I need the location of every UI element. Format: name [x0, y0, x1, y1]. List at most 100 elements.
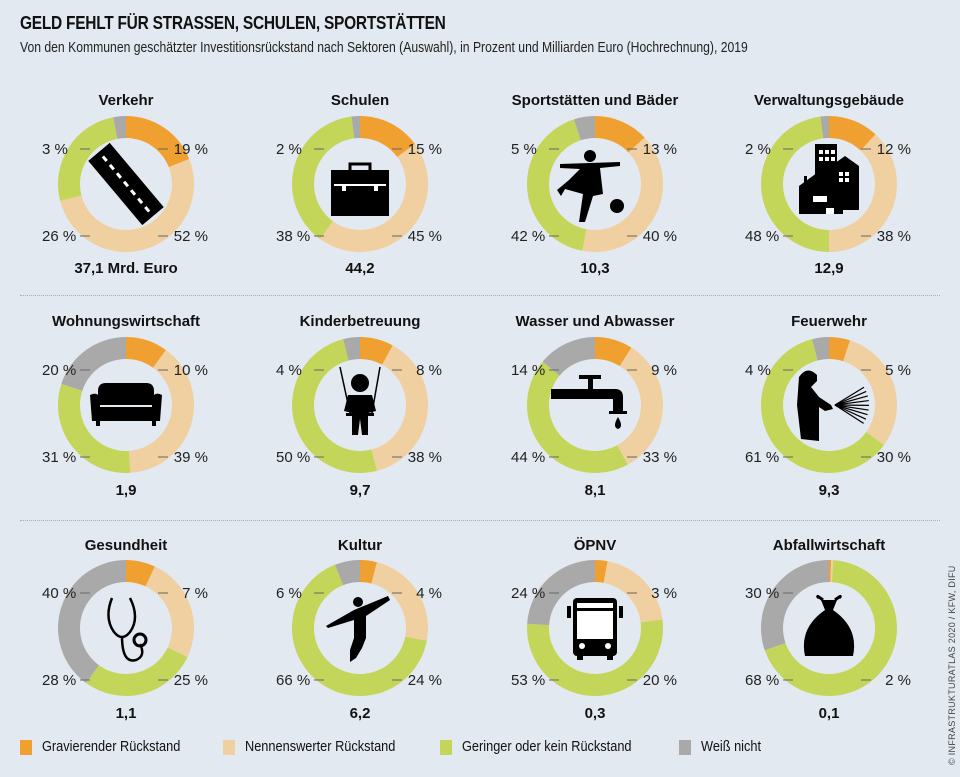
donut-segment: [126, 337, 166, 368]
segment-label: 50 %: [276, 449, 310, 466]
legend-item-weiss-nicht: Weiß nicht: [678, 739, 769, 755]
segment-label: 2 %: [885, 672, 911, 689]
donut-segment: [57, 383, 131, 473]
segment-label: 39 %: [174, 449, 208, 466]
legend: Gravierender Rückstand Nennenswerter Rüc…: [20, 739, 793, 755]
donut-total: 44,2: [345, 260, 374, 277]
donut-segment: [360, 337, 393, 365]
segment-label: 66 %: [276, 672, 310, 689]
segment-label: 10 %: [174, 362, 208, 379]
donut-title: Wasser und Abwasser: [516, 313, 675, 330]
donut-segment: [764, 560, 898, 696]
donut-segment: [542, 337, 595, 376]
donut-segment: [761, 339, 885, 474]
legend-label: Geringer oder kein Rückstand: [462, 739, 632, 755]
donut-total: 0,3: [585, 705, 606, 722]
legend-label: Nennenswerter Rückstand: [245, 739, 396, 755]
legend-label: Gravierender Rückstand: [42, 739, 181, 755]
firefighter-icon: [797, 370, 870, 441]
donut-segment: [57, 117, 118, 201]
donut-segment: [820, 116, 829, 139]
donut-title: Sportstätten und Bäder: [512, 92, 679, 109]
segment-label: 9 %: [651, 362, 677, 379]
segment-label: 40 %: [42, 585, 76, 602]
garbage-bag-icon: [803, 594, 855, 656]
legend-swatch: [20, 739, 32, 755]
stethoscope-icon: [107, 597, 148, 662]
donut-segment: [292, 564, 427, 697]
segment-label: 3 %: [42, 141, 68, 158]
donut-segment: [57, 560, 127, 684]
segment-label: 38 %: [877, 228, 911, 245]
donut-chart: Verkehr 37,1 Mrd. Euro 19 % 52 % 26 % 3 %: [42, 92, 208, 277]
donut-segment: [126, 560, 155, 587]
bus-icon: [567, 598, 623, 660]
donut-title: Abfallwirtschaft: [773, 537, 886, 554]
segment-label: 20 %: [643, 672, 677, 689]
donut-total: 0,1: [819, 705, 840, 722]
segment-label: 2 %: [745, 141, 771, 158]
donut-title: Gesundheit: [85, 537, 168, 554]
segment-label: 42 %: [511, 228, 545, 245]
donut-segment: [526, 119, 587, 251]
donut-segment: [360, 560, 377, 584]
segment-label: 44 %: [511, 449, 545, 466]
segment-label: 38 %: [276, 228, 310, 245]
segment-label: 7 %: [182, 585, 208, 602]
chart-subtitle: Von den Kommunen geschätzter Investition…: [20, 40, 748, 56]
segment-label: 52 %: [174, 228, 208, 245]
legend-swatch: [678, 739, 691, 755]
donut-segment: [334, 560, 360, 586]
donut-total: 6,2: [350, 705, 371, 722]
donut-segment: [830, 560, 834, 583]
row-separator: [20, 520, 940, 521]
donut-chart: Wohnungswirtschaft 1,9 10 % 39 % 31 % 20 %: [42, 313, 208, 499]
donut-segment: [128, 349, 194, 473]
segment-label: 28 %: [42, 672, 76, 689]
segment-label: 4 %: [745, 362, 771, 379]
sofa-icon: [90, 383, 162, 426]
water-tap-icon: [551, 375, 627, 429]
donut-chart: ÖPNV 0,3 3 % 20 % 53 % 24 %: [511, 537, 677, 722]
segment-label: 3 %: [651, 585, 677, 602]
donut-segment: [527, 361, 628, 474]
donut-segment: [617, 347, 664, 465]
segment-label: 33 %: [643, 449, 677, 466]
donut-total: 1,1: [116, 705, 137, 722]
segment-label: 48 %: [745, 228, 779, 245]
donut-segment: [527, 619, 663, 696]
donut-segment: [86, 647, 188, 697]
segment-label: 68 %: [745, 672, 779, 689]
donut-segment: [829, 116, 876, 151]
donut-segment: [360, 116, 416, 157]
segment-label: 40 %: [643, 228, 677, 245]
donut-segment: [829, 337, 851, 362]
segment-label: 4 %: [276, 362, 302, 379]
segment-label: 2 %: [276, 141, 302, 158]
buildings-icon: [799, 144, 859, 214]
donut-title: Feuerwehr: [791, 313, 867, 330]
segment-label: 15 %: [408, 141, 442, 158]
soccer-player-icon: [557, 150, 624, 222]
donut-segment: [371, 345, 428, 471]
donut-segment: [527, 560, 595, 626]
donut-title: Verwaltungsgebäude: [754, 92, 904, 109]
legend-item-nennenswert: Nennenswerter Rückstand: [223, 739, 416, 755]
segment-label: 24 %: [408, 672, 442, 689]
donut-segment: [343, 337, 360, 361]
segment-label: 30 %: [877, 449, 911, 466]
donut-segment: [126, 116, 190, 168]
dancer-icon: [326, 596, 390, 662]
segment-label: 5 %: [885, 362, 911, 379]
donut-total: 1,9: [116, 482, 137, 499]
donut-total: 10,3: [580, 260, 609, 277]
donut-segment: [761, 116, 829, 253]
segment-label: 30 %: [745, 585, 779, 602]
donut-segment: [761, 560, 829, 651]
source-credit: © INFRASTRUKTURATLAS 2020 / KFW, DIFU: [947, 565, 957, 765]
donut-segment: [582, 137, 664, 253]
donut-segment: [292, 339, 377, 473]
segment-label: 5 %: [511, 141, 537, 158]
segment-label: 45 %: [408, 228, 442, 245]
donut-total: 8,1: [585, 482, 606, 499]
